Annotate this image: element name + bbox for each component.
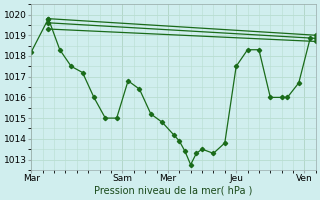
X-axis label: Pression niveau de la mer( hPa ): Pression niveau de la mer( hPa ): [94, 186, 253, 196]
